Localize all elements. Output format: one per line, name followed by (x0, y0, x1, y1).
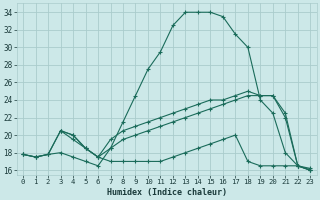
X-axis label: Humidex (Indice chaleur): Humidex (Indice chaleur) (107, 188, 227, 197)
